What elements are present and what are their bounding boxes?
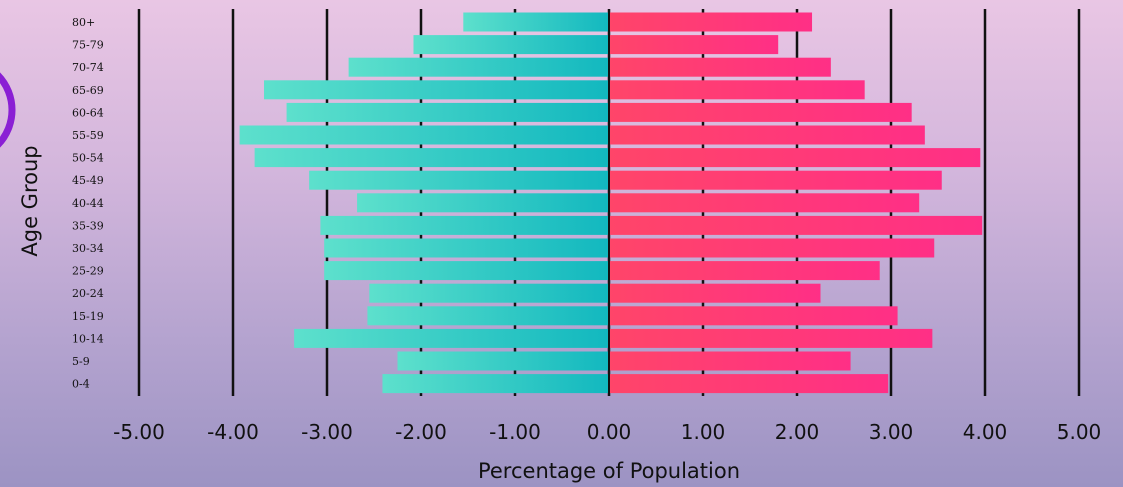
y-tick-label-1: 75-79 bbox=[72, 39, 104, 52]
bar-left-12 bbox=[369, 283, 609, 303]
y-tick-label-12: 20-24 bbox=[72, 287, 104, 300]
bar-left-7 bbox=[309, 170, 609, 190]
bar-left-6 bbox=[254, 148, 609, 168]
bar-right-9 bbox=[609, 215, 983, 235]
y-tick-label-7: 45-49 bbox=[72, 174, 104, 187]
bar-left-15 bbox=[397, 351, 609, 371]
y-tick-label-3: 65-69 bbox=[72, 84, 104, 97]
x-tick-label-1: -4.00 bbox=[207, 420, 259, 444]
bar-left-0 bbox=[463, 12, 609, 32]
bar-right-16 bbox=[609, 374, 889, 394]
y-tick-label-15: 5-9 bbox=[72, 355, 90, 368]
x-tick-label-9: 4.00 bbox=[963, 420, 1008, 444]
y-tick-label-10: 30-34 bbox=[72, 242, 104, 255]
y-tick-label-9: 35-39 bbox=[72, 219, 104, 232]
bar-right-15 bbox=[609, 351, 851, 371]
bar-right-4 bbox=[609, 102, 912, 122]
bar-right-7 bbox=[609, 170, 942, 190]
y-tick-label-5: 55-59 bbox=[72, 129, 104, 142]
bar-left-1 bbox=[413, 35, 609, 55]
bar-right-12 bbox=[609, 283, 821, 303]
x-axis-title: Percentage of Population bbox=[478, 459, 740, 483]
y-tick-label-0: 80+ bbox=[72, 16, 95, 29]
bar-right-14 bbox=[609, 328, 933, 348]
bar-right-10 bbox=[609, 238, 935, 258]
bar-right-2 bbox=[609, 57, 831, 77]
bar-right-13 bbox=[609, 306, 898, 326]
bar-left-2 bbox=[348, 57, 609, 77]
y-tick-label-6: 50-54 bbox=[72, 152, 104, 165]
bar-left-8 bbox=[357, 193, 609, 213]
y-tick-label-8: 40-44 bbox=[72, 197, 104, 210]
bar-right-6 bbox=[609, 148, 981, 168]
bar-left-3 bbox=[264, 80, 609, 100]
bar-right-5 bbox=[609, 125, 925, 145]
bar-left-10 bbox=[324, 238, 609, 258]
y-tick-label-16: 0-4 bbox=[72, 378, 90, 391]
bar-right-0 bbox=[609, 12, 813, 32]
bar-left-13 bbox=[367, 306, 609, 326]
x-tick-label-2: -3.00 bbox=[301, 420, 353, 444]
bar-left-9 bbox=[320, 215, 609, 235]
x-tick-label-3: -2.00 bbox=[395, 420, 447, 444]
x-tick-label-0: -5.00 bbox=[113, 420, 165, 444]
y-axis-title: Age Group bbox=[18, 145, 42, 256]
bar-left-11 bbox=[324, 261, 609, 281]
bar-left-5 bbox=[239, 125, 609, 145]
x-tick-label-10: 5.00 bbox=[1057, 420, 1102, 444]
x-tick-label-7: 2.00 bbox=[775, 420, 820, 444]
y-tick-label-4: 60-64 bbox=[72, 106, 104, 119]
y-tick-label-2: 70-74 bbox=[72, 61, 104, 74]
bar-left-16 bbox=[382, 374, 609, 394]
x-tick-label-8: 3.00 bbox=[869, 420, 914, 444]
bar-left-4 bbox=[286, 102, 609, 122]
y-tick-label-13: 15-19 bbox=[72, 310, 104, 323]
bar-left-14 bbox=[294, 328, 609, 348]
y-tick-label-11: 25-29 bbox=[72, 265, 104, 278]
x-tick-label-6: 1.00 bbox=[681, 420, 726, 444]
bar-right-8 bbox=[609, 193, 920, 213]
bar-right-3 bbox=[609, 80, 865, 100]
decorative-circle bbox=[0, 72, 16, 148]
bar-right-11 bbox=[609, 261, 880, 281]
y-tick-label-14: 10-14 bbox=[72, 332, 104, 345]
x-tick-label-4: -1.00 bbox=[489, 420, 541, 444]
bar-right-1 bbox=[609, 35, 779, 55]
x-tick-label-5: 0.00 bbox=[587, 420, 632, 444]
